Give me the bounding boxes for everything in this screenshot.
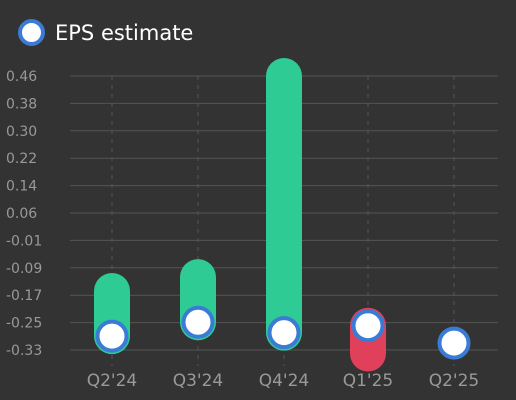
legend-label: EPS estimate <box>55 20 194 45</box>
estimate-point <box>95 319 129 353</box>
bar <box>266 58 302 351</box>
x-tick-label: Q3'24 <box>173 371 224 391</box>
y-tick-label: -0.09 <box>6 261 42 277</box>
y-tick-label: 0.38 <box>6 96 37 112</box>
estimate-point <box>181 305 215 339</box>
estimate-point <box>267 316 301 350</box>
estimate-point <box>351 309 385 343</box>
y-tick-label: 0.22 <box>6 151 37 167</box>
legend: EPS estimate <box>18 19 193 46</box>
y-tick-label: -0.17 <box>6 288 42 304</box>
y-tick-label: 0.30 <box>6 124 37 140</box>
x-tick-label: Q2'24 <box>87 371 138 391</box>
y-tick-label: -0.01 <box>6 233 42 249</box>
x-tick-label: Q2'25 <box>429 371 480 391</box>
circle-marker-icon <box>18 19 45 46</box>
y-tick-label: 0.06 <box>6 206 37 222</box>
y-tick-label: -0.25 <box>6 316 42 332</box>
x-tick-label: Q4'24 <box>259 371 310 391</box>
estimate-point <box>437 326 471 360</box>
y-tick-label: 0.46 <box>6 69 37 85</box>
y-tick-label: -0.33 <box>6 343 42 359</box>
y-tick-label: 0.14 <box>6 179 37 195</box>
x-tick-label: Q1'25 <box>343 371 394 391</box>
